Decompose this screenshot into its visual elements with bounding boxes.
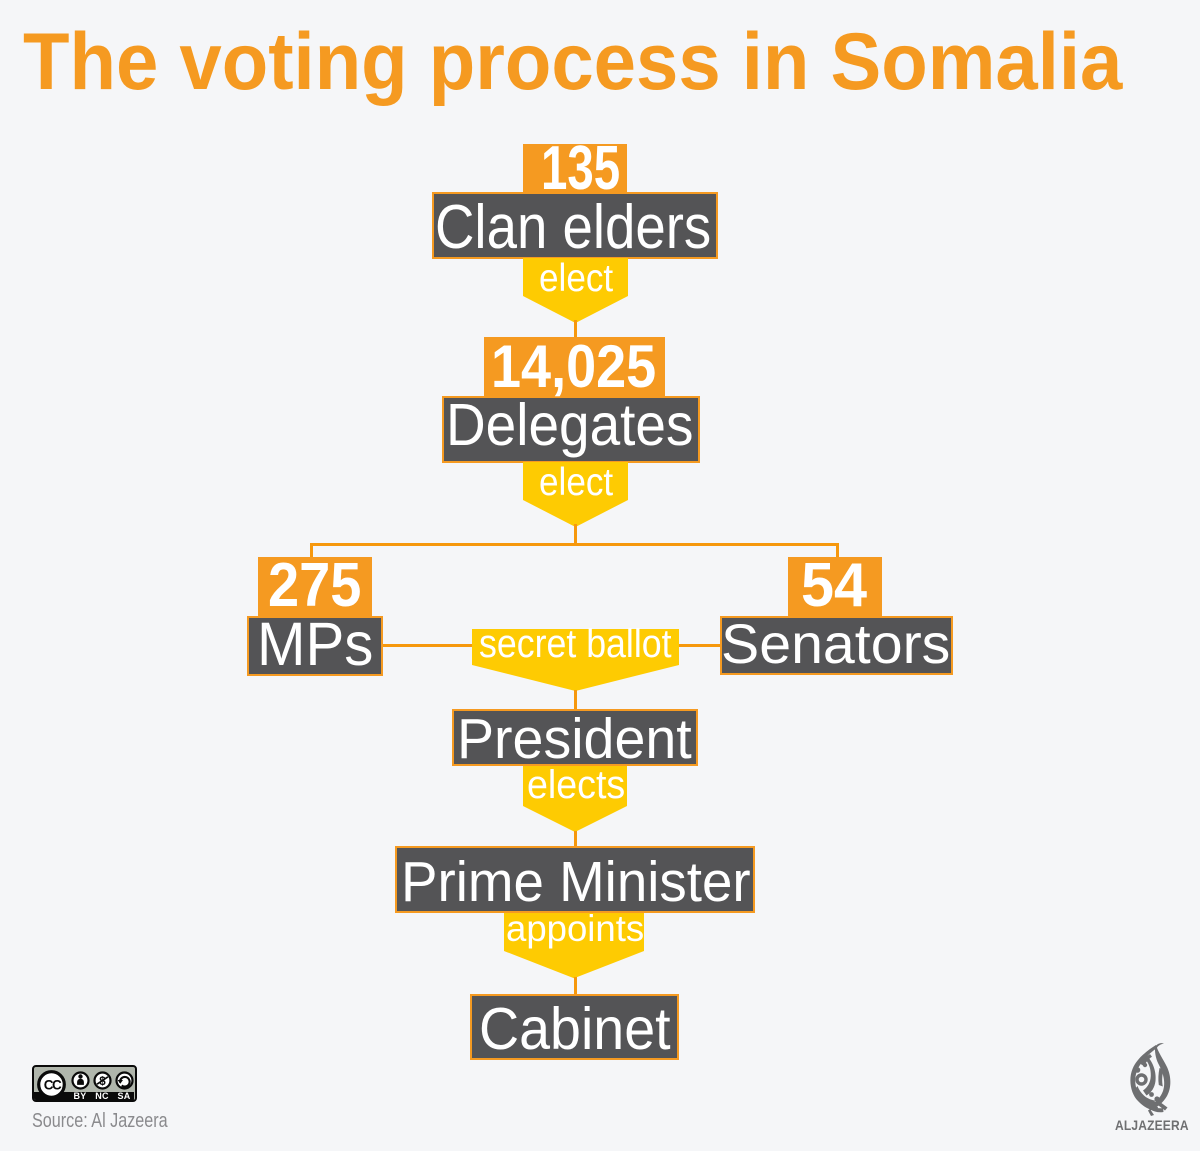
- svg-text:CC: CC: [44, 1077, 62, 1092]
- svg-text:$: $: [99, 1076, 106, 1088]
